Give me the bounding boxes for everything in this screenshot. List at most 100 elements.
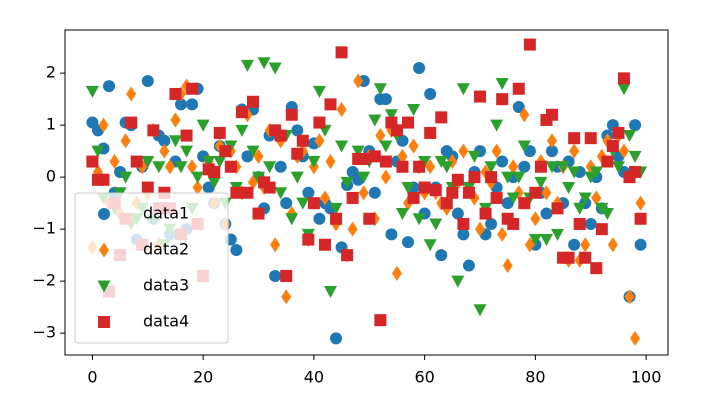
marker-triangle <box>285 213 299 226</box>
marker-square <box>97 173 110 186</box>
marker-triangle <box>623 130 637 143</box>
marker-triangle <box>268 62 282 75</box>
marker-diamond <box>109 154 120 170</box>
marker-triangle <box>539 234 553 247</box>
marker-square <box>479 207 492 220</box>
marker-triangle <box>423 239 437 252</box>
marker-diamond <box>408 138 419 154</box>
marker-triangle <box>467 150 481 163</box>
marker-circle <box>568 238 581 251</box>
marker-square <box>213 126 226 139</box>
y-tick-label: 2 <box>46 63 56 82</box>
marker-diamond <box>170 112 181 128</box>
marker-triangle <box>578 192 592 205</box>
marker-circle <box>368 186 381 199</box>
marker-square <box>280 269 293 282</box>
marker-square <box>601 155 614 168</box>
marker-triangle <box>451 275 465 288</box>
marker-square <box>634 212 647 225</box>
marker-triangle <box>324 286 338 299</box>
marker-circle <box>540 207 553 220</box>
marker-square <box>296 134 309 147</box>
marker-square <box>462 186 475 199</box>
marker-triangle <box>191 171 205 184</box>
marker-square <box>368 150 381 163</box>
legend-label: data3 <box>143 276 189 295</box>
marker-square <box>534 160 547 173</box>
marker-triangle <box>235 124 249 137</box>
marker-triangle <box>263 161 277 174</box>
marker-diamond <box>541 185 552 201</box>
marker-square <box>246 95 259 108</box>
marker-square <box>612 126 625 139</box>
marker-triangle <box>274 187 288 200</box>
marker-square <box>302 233 315 246</box>
marker-square <box>512 82 525 95</box>
legend-label: data1 <box>143 204 189 223</box>
marker-square <box>568 132 581 145</box>
marker-square <box>235 106 248 119</box>
marker-triangle <box>357 171 371 184</box>
marker-triangle <box>329 202 343 215</box>
marker-circle <box>424 87 437 100</box>
marker-square <box>318 238 331 251</box>
marker-square <box>418 181 431 194</box>
marker-diamond <box>475 221 486 237</box>
marker-square <box>374 314 387 327</box>
marker-square <box>141 181 154 194</box>
marker-diamond <box>569 143 580 159</box>
marker-square <box>579 251 592 264</box>
marker-circle <box>98 208 110 220</box>
marker-circle <box>462 259 475 272</box>
x-tick-label: 100 <box>631 368 662 387</box>
marker-square <box>224 160 237 173</box>
marker-circle <box>313 212 326 225</box>
marker-triangle <box>373 83 387 96</box>
marker-triangle <box>290 171 304 184</box>
marker-triangle <box>202 156 216 169</box>
marker-triangle <box>567 166 581 179</box>
marker-square <box>545 108 558 121</box>
marker-square <box>573 217 586 230</box>
marker-triangle <box>174 161 188 174</box>
marker-square <box>490 191 503 204</box>
marker-triangle <box>562 182 576 195</box>
marker-square <box>529 186 542 199</box>
marker-triangle <box>246 145 260 158</box>
marker-circle <box>512 100 525 113</box>
marker-triangle <box>490 119 504 132</box>
marker-triangle <box>501 171 515 184</box>
marker-square <box>357 152 370 165</box>
x-tick-label: 60 <box>414 368 434 387</box>
marker-square <box>485 171 498 184</box>
marker-triangle <box>296 197 310 210</box>
marker-triangle <box>351 145 365 158</box>
marker-square <box>346 191 359 204</box>
marker-square <box>523 38 536 51</box>
marker-square <box>252 207 265 220</box>
marker-square <box>407 191 420 204</box>
marker-triangle <box>368 114 382 127</box>
marker-triangle <box>85 85 99 98</box>
legend-box <box>74 192 229 344</box>
marker-square <box>429 184 442 197</box>
marker-diamond <box>591 190 602 206</box>
marker-diamond <box>397 148 408 164</box>
marker-diamond <box>319 190 330 206</box>
marker-diamond <box>380 169 391 185</box>
marker-square <box>379 155 392 168</box>
marker-diamond <box>391 265 402 281</box>
marker-square <box>241 186 254 199</box>
marker-square <box>507 217 520 230</box>
legend-label: data4 <box>143 312 189 331</box>
y-tick-label: −3 <box>32 323 56 342</box>
y-tick-label: 1 <box>46 115 56 134</box>
marker-triangle <box>628 150 642 163</box>
marker-triangle <box>395 208 409 221</box>
marker-square <box>606 139 619 152</box>
marker-square <box>208 165 221 178</box>
marker-circle <box>496 155 509 168</box>
marker-square <box>518 197 531 210</box>
marker-square <box>496 93 509 106</box>
marker-diamond <box>325 154 336 170</box>
